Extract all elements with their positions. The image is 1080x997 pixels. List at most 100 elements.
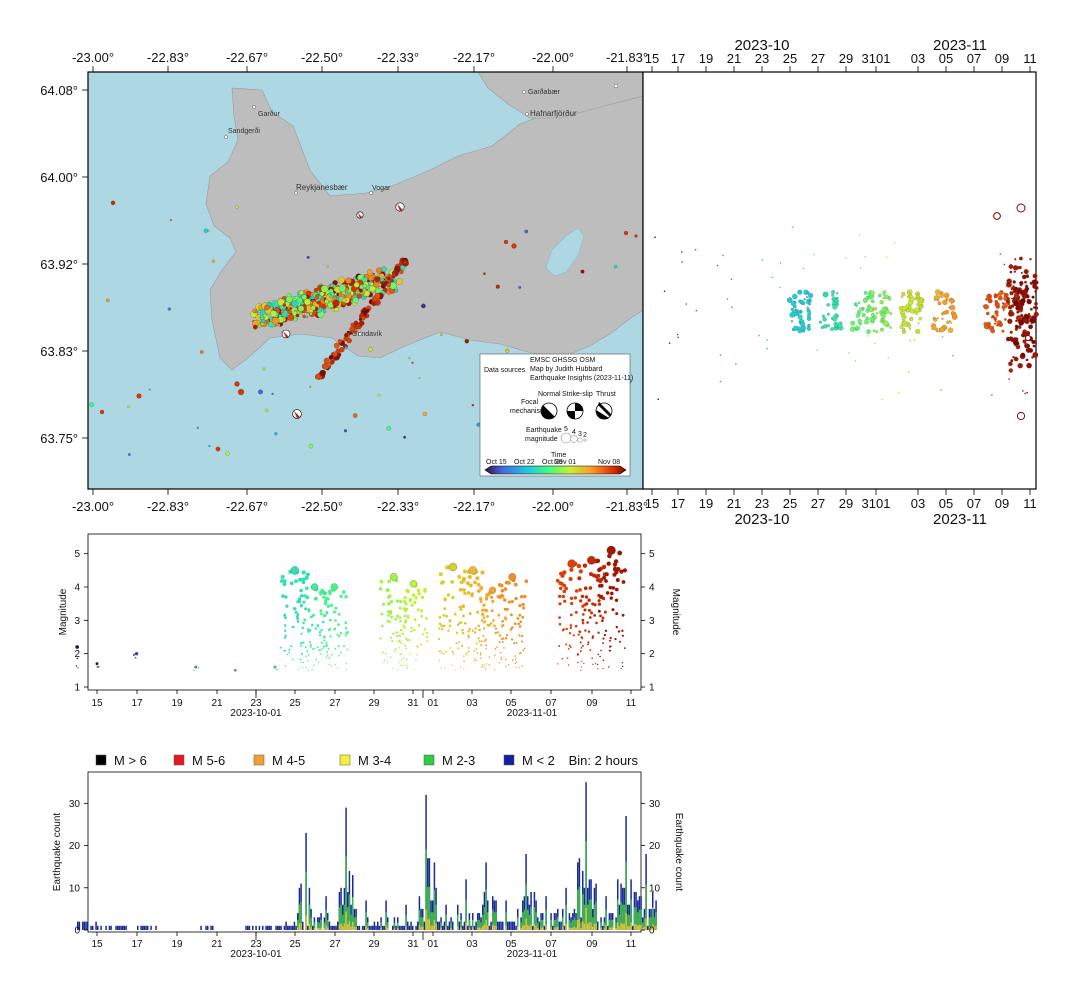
count-bar-mlt2 (262, 925, 264, 930)
count-bar-m3-4 (485, 919, 487, 930)
magnitude-point (284, 595, 288, 599)
magnitude-point (455, 631, 459, 634)
magnitude-point (610, 591, 614, 596)
cross-section-point (1017, 363, 1023, 369)
magnitude-point (483, 640, 486, 643)
magnitude-point (406, 667, 408, 669)
cross-section-point (946, 320, 950, 324)
count-x-ticks: 15 17 19 21 23 25 27 29 31 01 03 05 07 09 11 (91, 932, 637, 950)
count-bar-m2-3 (587, 904, 589, 930)
count-bar-m2-3 (582, 894, 584, 930)
magnitude-point (502, 637, 505, 640)
cross-section-point (1015, 305, 1020, 311)
cross-section-point (766, 347, 768, 350)
cross-section-day-tick: 19 (699, 51, 713, 66)
magnitude-point (573, 596, 578, 600)
magnitude-point (516, 617, 520, 620)
count-bar-m3-4 (643, 926, 646, 930)
magnitude-point (476, 610, 480, 614)
magnitude-xtick: 19 (171, 698, 183, 709)
magnitude-ytick: 1 (74, 683, 80, 694)
magnitude-point (387, 595, 391, 599)
count-bar-m2-3 (580, 922, 582, 930)
magnitude-point (581, 660, 583, 662)
magnitude-point (515, 666, 517, 668)
cross-section-point (1031, 356, 1034, 359)
count-bar-m2-3 (318, 922, 321, 930)
count-xtick: 31 (407, 939, 419, 950)
map-earthquake-point (476, 422, 481, 427)
cross-section-point (875, 312, 879, 315)
map-earthquake-point (136, 393, 142, 399)
map-earthquake-point (277, 298, 285, 306)
count-ylabel-right: Earthquake count (673, 813, 684, 892)
map-panel: Garðabær Hafnarfjörður Garður Sandgerði … (87, 71, 644, 490)
magnitude-point (302, 621, 305, 625)
cross-section-point (915, 329, 921, 334)
count-bar-m2-3 (340, 904, 342, 930)
count-bar-mlt2 (467, 925, 469, 930)
magnitude-point (417, 592, 421, 596)
place-label: Sandgerði (228, 127, 260, 135)
magnitude-point (322, 645, 325, 648)
count-bar-mlt2 (383, 925, 386, 930)
magnitude-point (463, 661, 465, 663)
cross-section-point (837, 323, 842, 328)
magnitude-point (300, 642, 302, 645)
count-bar-mlt2 (258, 925, 261, 930)
count-bar-m2-3 (350, 914, 352, 930)
map-earthquake-point (389, 278, 394, 283)
magnitude-peak-point (134, 651, 139, 656)
magnitude-point (438, 627, 441, 630)
count-bar-m3-4 (653, 926, 656, 930)
cross-section-point (918, 317, 922, 321)
magnitude-point (414, 596, 418, 600)
magnitude-point (467, 647, 470, 649)
count-bar-m2-3 (635, 907, 637, 930)
cross-section-point (1008, 264, 1014, 269)
magnitude-point (601, 616, 605, 620)
map-earthquake-point (261, 319, 266, 324)
map-earthquake-point (270, 310, 278, 318)
magnitude-point (612, 562, 618, 567)
magnitude-ytick: 4 (74, 583, 80, 594)
count-bar-m3-4 (545, 924, 547, 930)
magnitude-point (515, 641, 518, 644)
magnitude-point (568, 577, 573, 581)
count-bar-m3-4 (642, 928, 644, 930)
cross-section-point (766, 339, 768, 341)
count-bar-m2-3 (465, 899, 467, 930)
lon-tick-bottom: -22.83° (147, 499, 189, 514)
map-earthquake-point (386, 283, 391, 288)
cross-section-point (735, 363, 737, 365)
map-earthquake-point (346, 338, 352, 344)
magnitude-point (282, 579, 287, 583)
magnitude-point (404, 644, 407, 647)
magnitude-point (294, 610, 298, 614)
cross-section-day-tick: 25 (783, 51, 797, 66)
magnitude-point (597, 567, 602, 573)
count-bar-m2-3 (642, 922, 644, 930)
map-earthquake-point (324, 299, 329, 304)
count-bar-mlt2 (400, 925, 402, 930)
count-bar-m3-4 (595, 923, 597, 930)
magnitude-point (516, 661, 518, 663)
magnitude-point (558, 645, 561, 647)
cross-section-point (850, 320, 855, 326)
count-bar-mlt2 (137, 925, 139, 930)
count-bar-mlt2 (490, 921, 492, 930)
count-bar-m3-4 (478, 927, 481, 930)
cross-section-point (790, 320, 793, 323)
count-bar-m2-3 (572, 919, 574, 930)
cross-section-point (872, 329, 876, 333)
count-bar-mlt2 (77, 921, 79, 930)
magnitude-point (579, 650, 582, 653)
map-focal-mechanism-layer (281, 202, 405, 419)
magnitude-point (96, 666, 99, 668)
count-bar-m2-3 (633, 907, 636, 930)
map-earthquake-point (306, 255, 310, 259)
magnitude-point (574, 589, 579, 593)
cross-section-point (949, 304, 956, 311)
lon-tick-bottom: -22.67° (226, 499, 268, 514)
magnitude-point (507, 600, 511, 604)
